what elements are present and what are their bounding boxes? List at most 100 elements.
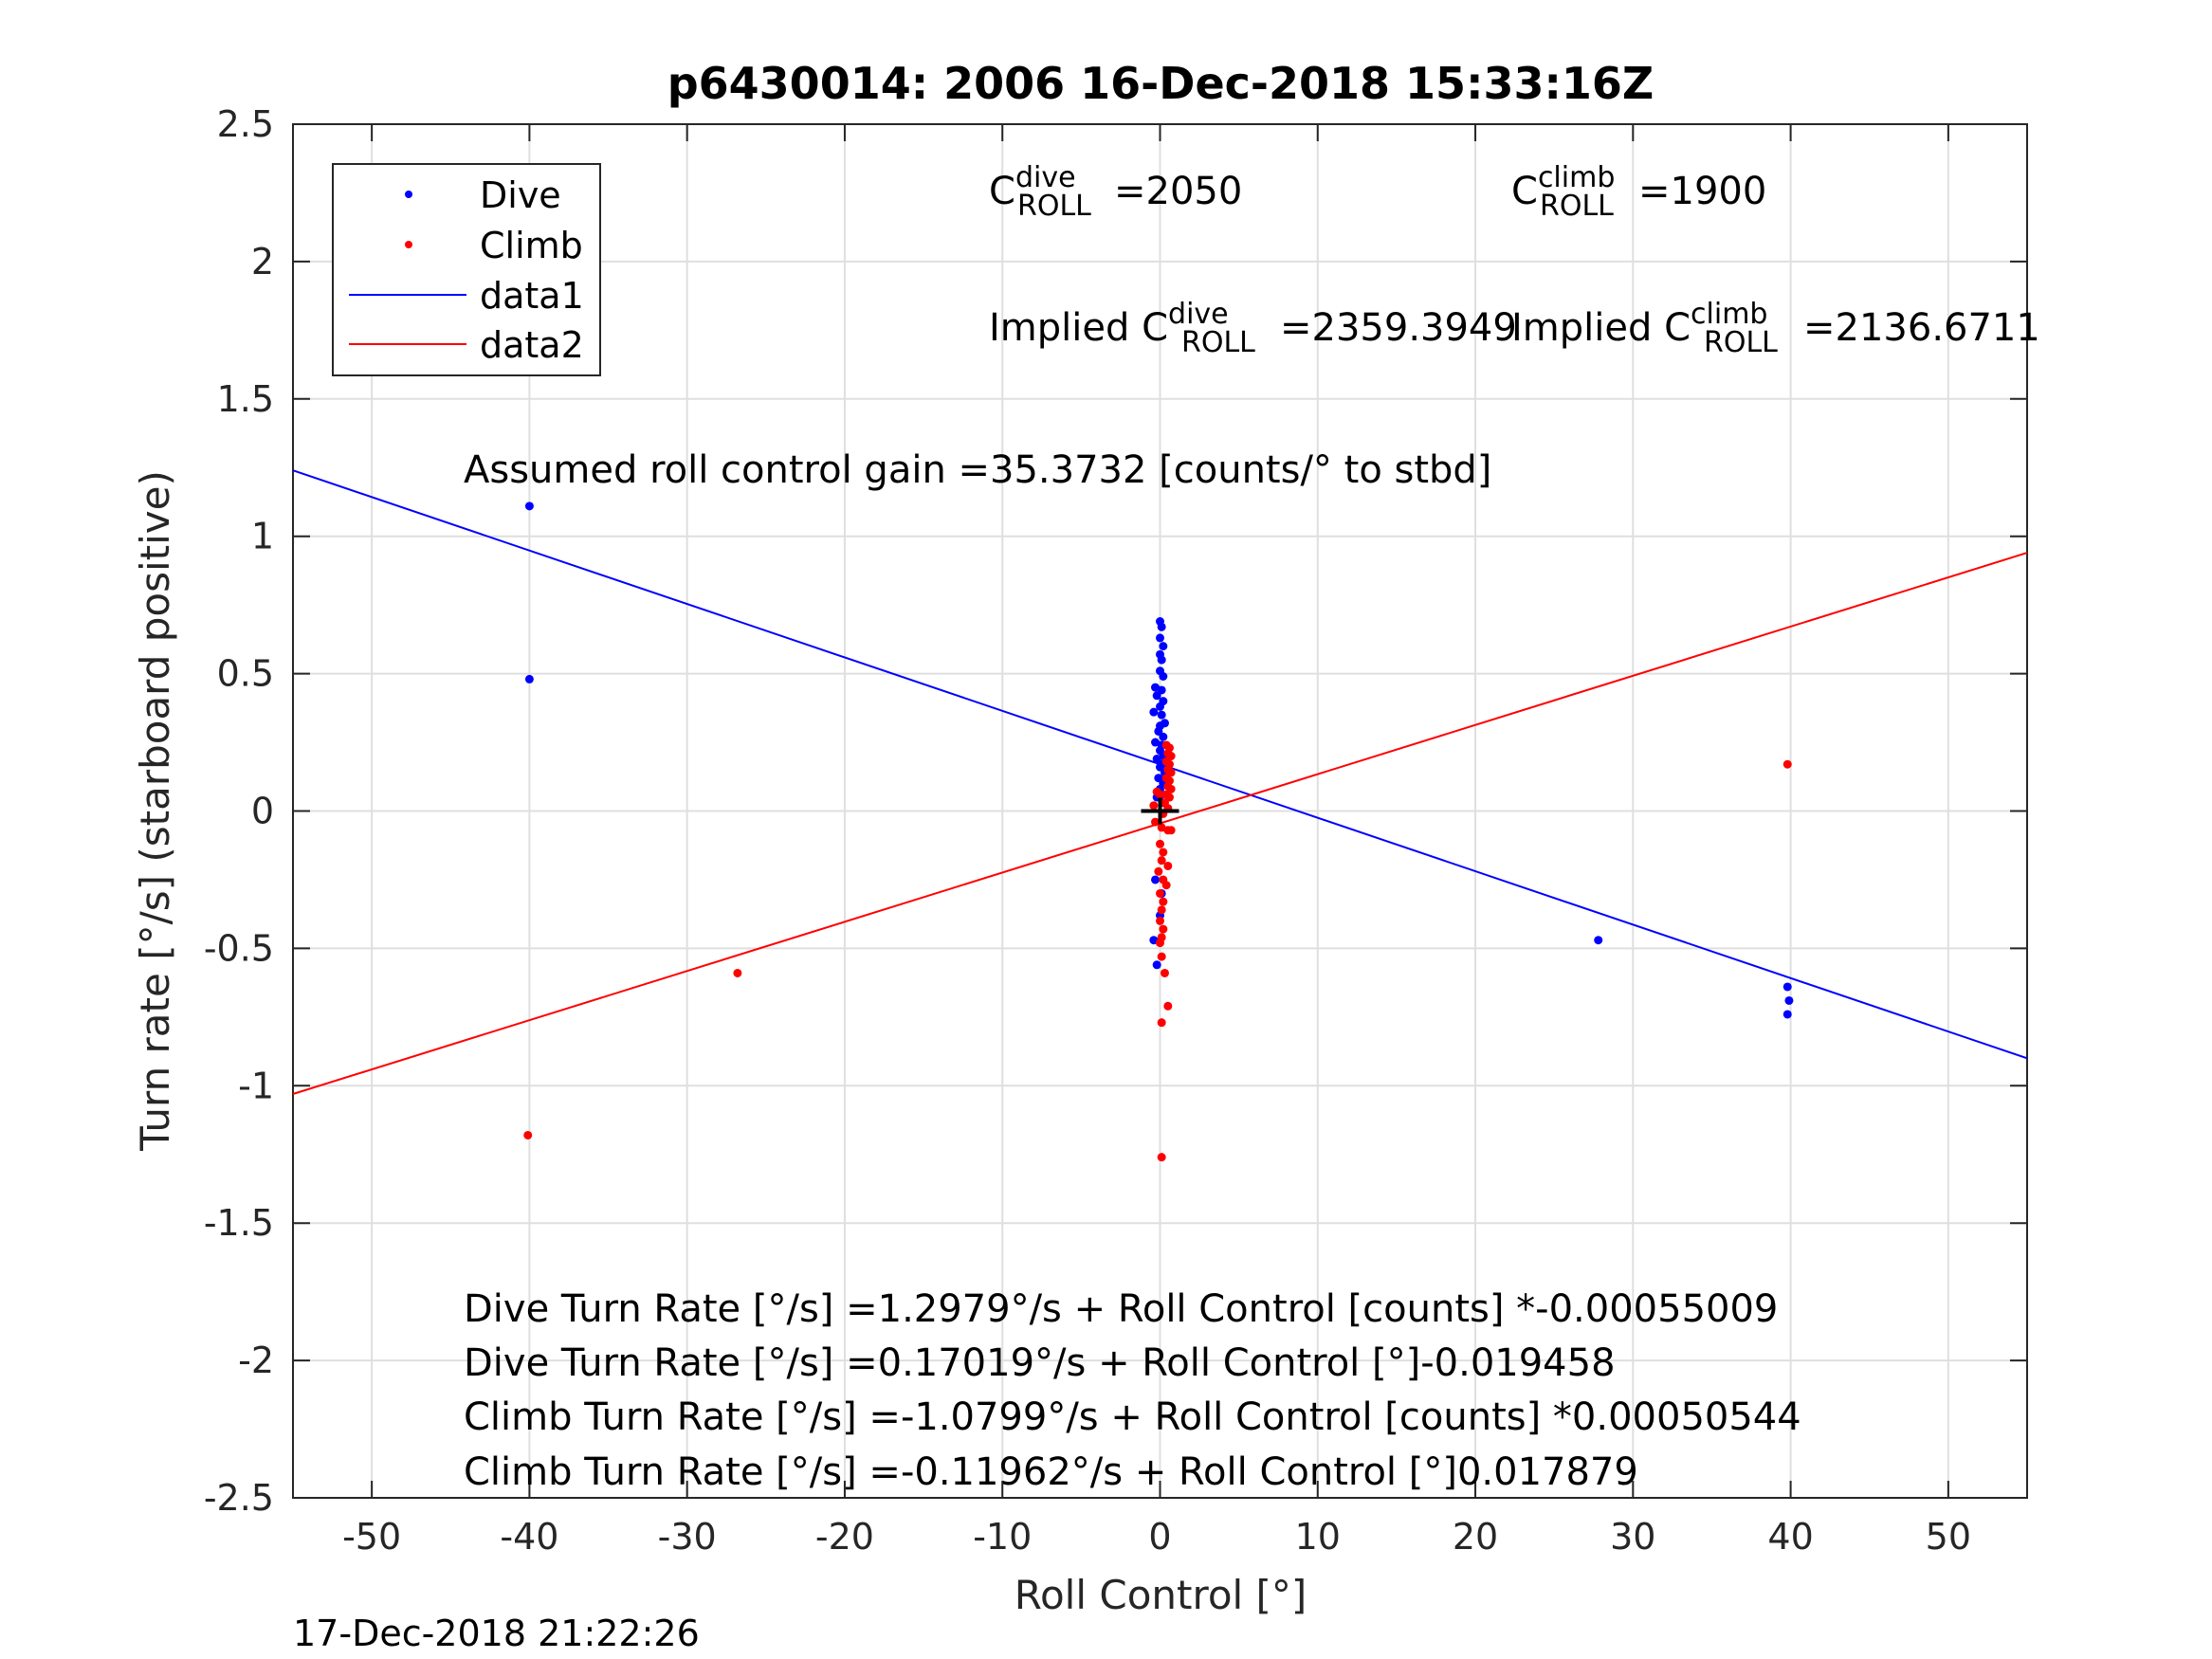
y-tick-label: -2.5 (204, 1477, 274, 1519)
climb-point (1156, 790, 1164, 799)
dive-point (524, 501, 534, 511)
annotation-c-climb: Cclimb ROLL =1900 (1511, 161, 1766, 223)
x-tick-label: 10 (1295, 1516, 1341, 1558)
x-tick-label: -20 (815, 1516, 874, 1558)
legend-marker-dive (405, 191, 412, 198)
legend-label-climb: Climb (480, 225, 583, 266)
legend-marker-climb (405, 241, 412, 248)
y-axis-label: Turn rate [°/s] (starboard positive) (132, 470, 178, 1152)
implied-dive-sub: ROLL (1181, 326, 1255, 359)
climb-point (1160, 968, 1169, 977)
x-tick-label: -30 (658, 1516, 717, 1558)
x-tick-label: 40 (1767, 1516, 1813, 1558)
x-tick-label: 0 (1148, 1516, 1171, 1558)
dive-point (1157, 710, 1166, 720)
y-tick-label: -0.5 (204, 927, 274, 969)
y-tick-label: -1 (238, 1065, 274, 1106)
annotation-c-dive: Cdive ROLL =2050 (989, 161, 1242, 223)
dive-point (1152, 691, 1161, 701)
c-dive-sub: ROLL (1017, 190, 1091, 223)
climb-point (1782, 759, 1792, 769)
x-tick-label: -50 (342, 1516, 401, 1558)
climb-point (1156, 839, 1164, 848)
equation-climb-counts: Climb Turn Rate [°/s] =-1.0799°/s + Roll… (464, 1395, 1801, 1439)
chart-title: p6430014: 2006 16-Dec-2018 15:33:16Z (667, 58, 1654, 109)
legend: Dive Climb data1 data2 (332, 163, 601, 376)
c-climb-sup: climb (1538, 161, 1615, 194)
climb-point (1157, 1153, 1166, 1162)
c-climb-prefix: C (1511, 170, 1538, 213)
dive-point (1156, 702, 1164, 711)
equation-climb-degrees: Climb Turn Rate [°/s] =-0.11962°/s + Rol… (464, 1450, 1638, 1494)
y-tick-label: 0 (251, 791, 274, 832)
climb-point (1159, 897, 1168, 906)
x-tick-label: 50 (1926, 1516, 1971, 1558)
c-dive-value: =2050 (1114, 170, 1242, 213)
dive-point (1159, 732, 1168, 741)
dive-point (1782, 982, 1792, 992)
climb-point (1156, 916, 1164, 925)
annotation-implied-climb: Implied Cclimb ROLL =2136.6711 (1511, 298, 2040, 359)
climb-point (1149, 801, 1159, 811)
x-tick-label: -10 (973, 1516, 1032, 1558)
x-tick-label: -40 (500, 1516, 558, 1558)
y-tick-labels: -2.5 -2 -1.5 -1 -0.5 0 0.5 1 1.5 2 2.5 (204, 103, 274, 1519)
dive-point (524, 674, 534, 684)
climb-point (1151, 817, 1161, 827)
legend-box (332, 163, 601, 376)
y-tick-label: 1 (251, 516, 274, 557)
y-tick-label: 2 (251, 241, 274, 283)
dive-point (1151, 875, 1161, 884)
annotation-implied-dive: Implied Cdive ROLL =2359.3949 (989, 298, 1517, 359)
climb-point (1154, 866, 1163, 876)
equation-dive-counts: Dive Turn Rate [°/s] =1.2979°/s + Roll C… (464, 1287, 1778, 1331)
annotation-gain: Assumed roll control gain =35.3732 [coun… (464, 448, 1491, 492)
origin-marker (1141, 797, 1179, 825)
climb-point (1163, 1001, 1173, 1011)
dive-point (1594, 936, 1603, 945)
climb-point (1157, 905, 1166, 915)
legend-label-data2: data2 (480, 324, 584, 366)
dive-point (1149, 707, 1159, 717)
x-tick-label: 30 (1610, 1516, 1655, 1558)
c-dive-prefix: C (989, 170, 1015, 213)
dive-point (1156, 633, 1164, 643)
x-axis-label: Roll Control [°] (1015, 1572, 1307, 1618)
implied-climb-sup: climb (1691, 298, 1767, 331)
dive-point (1157, 655, 1166, 665)
implied-dive-prefix: Implied C (989, 306, 1168, 350)
implied-climb-prefix: Implied C (1511, 306, 1691, 350)
y-tick-label: -2 (238, 1340, 274, 1381)
climb-point (733, 968, 742, 977)
dive-point (1784, 995, 1794, 1005)
dive-point (1159, 642, 1168, 651)
dive-point (1152, 960, 1161, 970)
equation-dive-degrees: Dive Turn Rate [°/s] =0.17019°/s + Roll … (464, 1341, 1616, 1385)
implied-climb-value: =2136.6711 (1803, 306, 2040, 350)
footer-timestamp: 17-Dec-2018 21:22:26 (293, 1613, 700, 1654)
c-dive-sup: dive (1015, 161, 1076, 194)
dive-point (1159, 671, 1168, 681)
y-tick-label: 1.5 (217, 378, 274, 420)
climb-point (1156, 939, 1164, 948)
climb-point (1156, 888, 1164, 898)
climb-point (1157, 952, 1166, 961)
climb-point (1161, 881, 1171, 890)
legend-label-data1: data1 (480, 275, 584, 317)
implied-dive-sup: dive (1168, 298, 1229, 331)
x-tick-labels: -50 -40 -30 -20 -10 0 10 20 30 40 50 (342, 1516, 1971, 1558)
climb-point (523, 1130, 533, 1139)
y-tick-label: -1.5 (204, 1202, 274, 1244)
climb-point (1163, 861, 1173, 870)
implied-climb-sub: ROLL (1704, 326, 1778, 359)
climb-point (1166, 826, 1176, 835)
c-climb-value: =1900 (1638, 170, 1766, 213)
climb-point (1159, 924, 1168, 934)
implied-dive-value: =2359.3949 (1280, 306, 1517, 350)
climb-point (1157, 856, 1166, 866)
climb-point (1157, 1018, 1166, 1028)
y-tick-label: 0.5 (217, 653, 274, 695)
climb-point (1159, 848, 1168, 857)
y-tick-label: 2.5 (217, 103, 274, 145)
